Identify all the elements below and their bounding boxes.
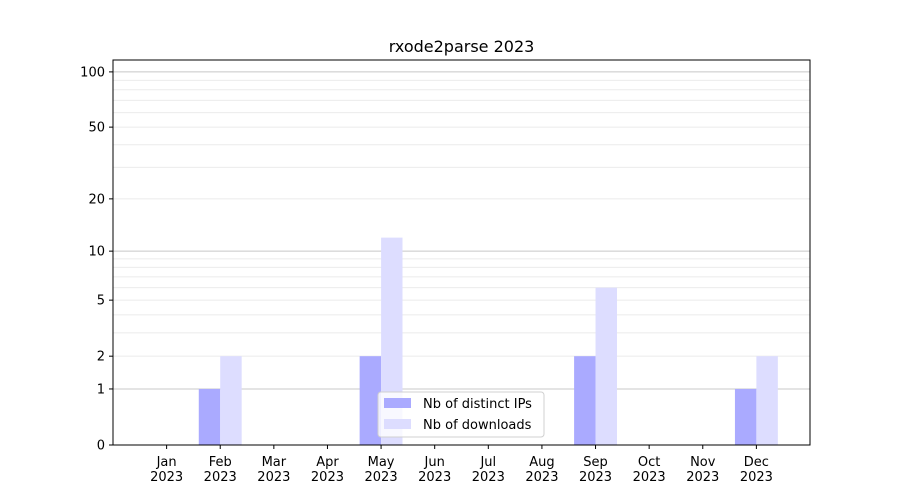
bar-downloads (756, 356, 778, 445)
bar-distinct-ips (359, 356, 382, 445)
bar-downloads (220, 356, 242, 445)
x-tick-label: Jun 2023 (418, 455, 451, 485)
legend-box (377, 391, 545, 438)
y-tick-label: 100 (80, 65, 105, 80)
y-tick-label: 5 (97, 294, 105, 309)
y-tick-label: 0 (97, 439, 105, 454)
legend: Nb of distinct IPs Nb of downloads (377, 391, 545, 438)
y-tick-label: 20 (88, 192, 105, 207)
x-tick-label: May 2023 (365, 455, 398, 485)
legend-label: Nb of downloads (423, 418, 532, 433)
legend-swatch (384, 398, 411, 408)
x-tick-label: Apr 2023 (311, 455, 344, 485)
y-tick-label: 10 (88, 245, 105, 260)
legend-swatch (384, 419, 411, 429)
chart-title: rxode2parse 2023 (389, 37, 535, 56)
bar-distinct-ips (198, 388, 221, 445)
x-tick-label: Sep 2023 (579, 455, 612, 485)
legend-label: Nb of distinct IPs (423, 397, 532, 412)
x-tick-label: Jul 2023 (472, 455, 505, 485)
y-tick-label: 1 (97, 382, 105, 397)
bar-distinct-ips (734, 388, 757, 445)
x-tick-label: Oct 2023 (633, 455, 666, 485)
x-tick-label: Nov 2023 (686, 455, 719, 485)
x-tick-label: Aug 2023 (525, 455, 558, 485)
x-tick-label: Dec 2023 (740, 455, 773, 485)
bar-distinct-ips (574, 356, 596, 445)
bar-downloads (595, 287, 617, 445)
x-tick-label: Feb 2023 (204, 455, 237, 485)
x-tick-label: Mar 2023 (257, 455, 290, 485)
x-tick-label: Jan 2023 (150, 455, 183, 485)
y-tick-label: 2 (97, 350, 105, 365)
plot-frame (112, 59, 811, 446)
y-tick-label: 50 (88, 121, 105, 136)
